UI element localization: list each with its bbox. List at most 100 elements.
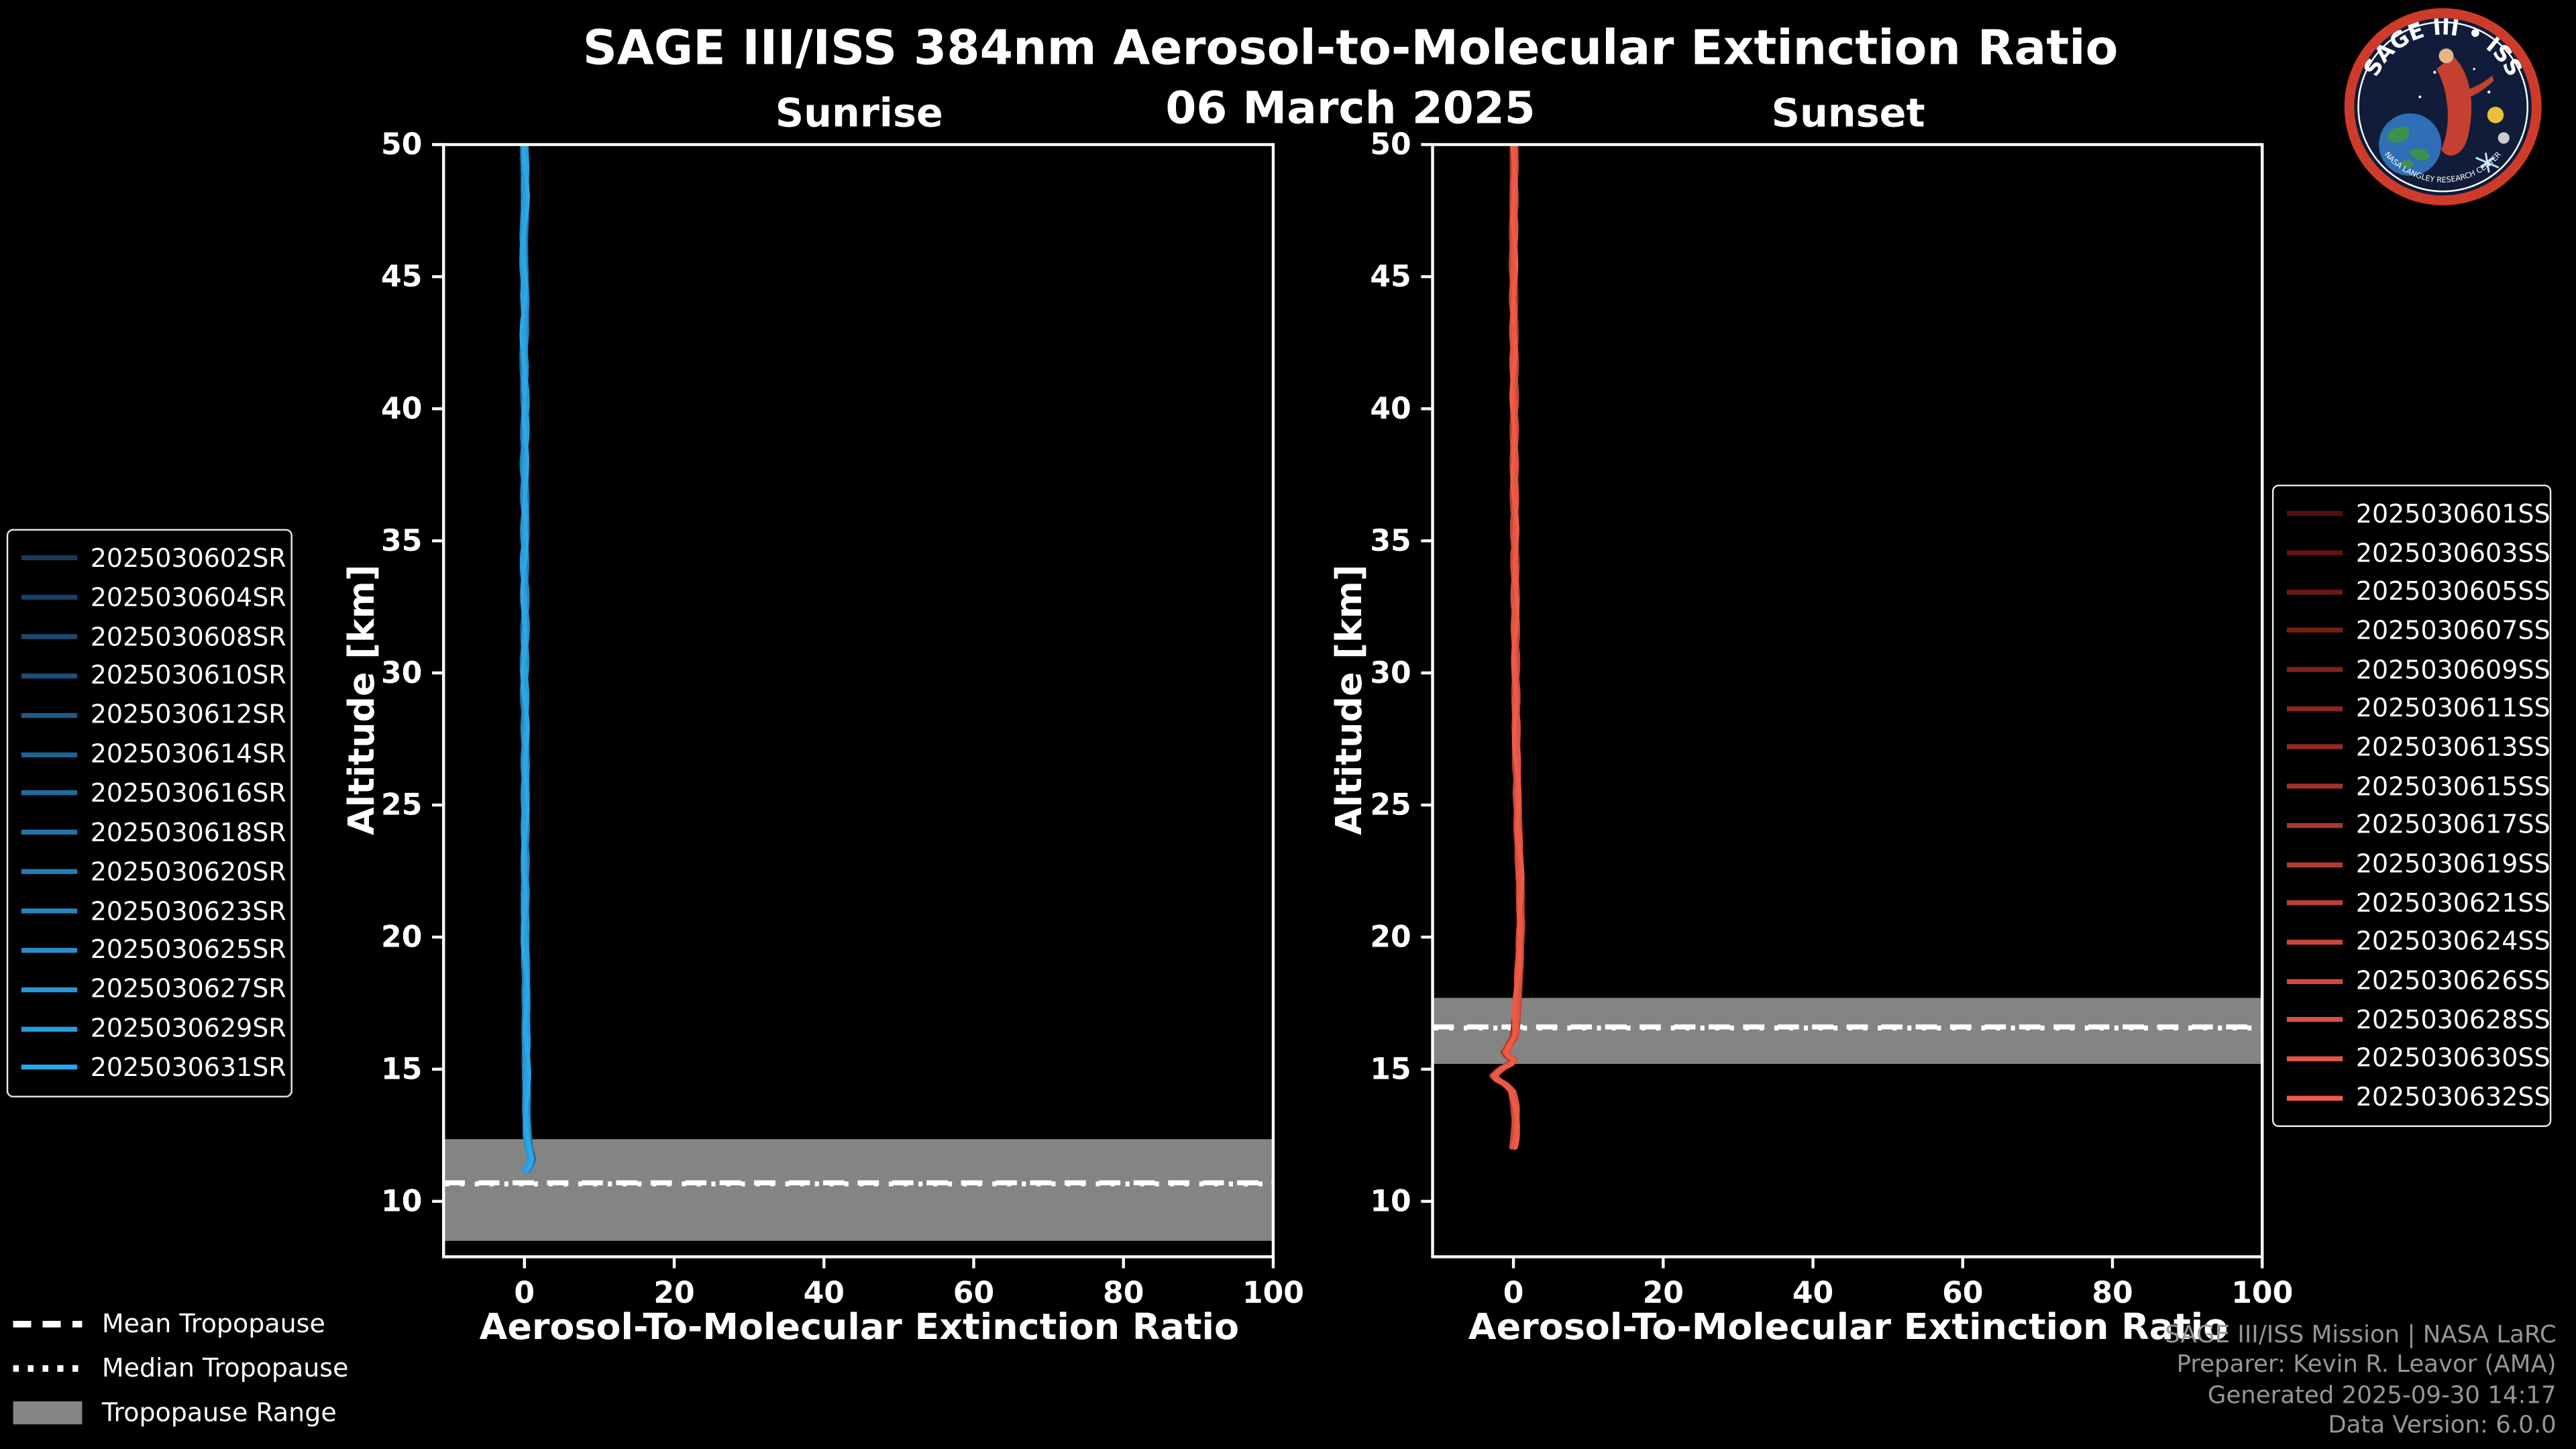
x-tick-label: 80 <box>1103 1276 1144 1310</box>
legend-item: 2025030621SS <box>2286 888 2551 918</box>
tropopause-range-band <box>443 1139 1273 1241</box>
legend-line-swatch <box>21 712 78 718</box>
credit-line: SAGE III/ISS Mission | NASA LaRC <box>2165 1322 2557 1349</box>
legend-item: 2025030611SS <box>2286 694 2551 723</box>
legend-label: 2025030632SS <box>2355 1083 2551 1113</box>
legend-label: 2025030609SS <box>2355 655 2551 685</box>
patch-line-swatch <box>13 1401 83 1425</box>
y-tick-label: 40 <box>381 392 422 426</box>
profile-line-2025030632SS <box>1491 144 1525 1150</box>
y-tick-label: 35 <box>381 524 422 558</box>
legend-label: 2025030613SS <box>2355 733 2551 763</box>
sunset-panel-title: Sunset <box>1771 90 1925 137</box>
y-tick-label: 50 <box>381 127 422 162</box>
legend-line-swatch <box>2286 628 2343 633</box>
figure-date: 06 March 2025 <box>1165 83 1536 135</box>
x-tick-label: 20 <box>1643 1276 1684 1310</box>
x-tick-label: 100 <box>2231 1276 2293 1310</box>
sage-iii-iss-logo: SAGE III • ISS NASA LANGLEY RESEARCH CEN… <box>2344 8 2542 206</box>
logo-moon <box>2498 132 2510 144</box>
legend-item: 2025030625SR <box>21 935 286 965</box>
legend-label: 2025030625SR <box>90 935 286 965</box>
tropopause-legend: Mean Tropopause Median Tropopause Tropopau… <box>13 1309 349 1428</box>
legend-line-swatch <box>21 908 78 914</box>
legend-item: 2025030628SS <box>2286 1005 2551 1034</box>
legend-item: 2025030614SR <box>21 739 286 769</box>
tropopause-range-band <box>1432 998 2263 1064</box>
x-tick-label: 0 <box>514 1276 535 1310</box>
sunrise-legend: 2025030602SR 2025030604SR 2025030608SR 2025… <box>6 529 292 1097</box>
y-tick-label: 25 <box>1370 788 1411 822</box>
legend-line-swatch <box>2286 1056 2343 1061</box>
sunrise-y-axis-label: Altitude [km] <box>342 564 384 836</box>
legend-item: 2025030608SR <box>21 622 286 651</box>
dashed-line-swatch <box>13 1321 83 1328</box>
legend-item: 2025030609SS <box>2286 655 2551 684</box>
y-tick-label: 45 <box>1370 260 1411 294</box>
legend-item: 2025030629SR <box>21 1014 286 1043</box>
legend-label: 2025030620SR <box>90 857 286 887</box>
x-tick-label: 80 <box>2092 1276 2133 1310</box>
legend-line-swatch <box>2286 706 2343 711</box>
legend-line-swatch <box>2286 589 2343 594</box>
legend-item: 2025030613SS <box>2286 733 2551 762</box>
y-tick-label: 10 <box>381 1184 422 1218</box>
tropopause-legend-label: Tropopause Range <box>101 1398 337 1428</box>
plot-frame <box>1431 143 2264 1258</box>
legend-label: 2025030619SS <box>2355 849 2551 879</box>
legend-item: 2025030610SR <box>21 661 286 691</box>
legend-line-swatch <box>21 634 78 639</box>
legend-line-swatch <box>21 947 78 953</box>
logo-iss <box>2475 152 2500 173</box>
x-tick-label: 40 <box>1792 1276 1833 1310</box>
legend-label: 2025030601SS <box>2355 499 2551 529</box>
logo-earth-land <box>2387 126 2430 169</box>
legend-line-swatch <box>2286 511 2343 517</box>
legend-label: 2025030614SR <box>90 739 286 769</box>
credit-line: Preparer: Kevin R. Leavor (AMA) <box>2176 1352 2557 1379</box>
sunset-legend: 2025030601SS 2025030603SS 2025030605SS 2025… <box>2271 484 2552 1128</box>
legend-label: 2025030616SR <box>90 778 286 808</box>
legend-item: 2025030627SR <box>21 975 286 1004</box>
y-tick-label: 15 <box>1370 1053 1411 1087</box>
x-tick-label: 0 <box>1503 1276 1524 1310</box>
tropopause-legend-item: Tropopause Range <box>13 1398 349 1428</box>
sunrise-panel-title: Sunrise <box>775 90 943 137</box>
legend-label: 2025030627SR <box>90 974 286 1004</box>
legend-line-swatch <box>21 555 78 561</box>
legend-label: 2025030607SS <box>2355 616 2551 646</box>
legend-line-swatch <box>2286 939 2343 945</box>
y-tick-label: 10 <box>1370 1184 1411 1218</box>
plot-frame <box>442 143 1275 1258</box>
legend-label: 2025030618SR <box>90 818 286 848</box>
legend-line-swatch <box>2286 1095 2343 1100</box>
legend-item: 2025030620SR <box>21 857 286 887</box>
y-tick-label: 15 <box>381 1053 422 1087</box>
legend-item: 2025030624SS <box>2286 927 2551 957</box>
legend-item: 2025030604SR <box>21 583 286 612</box>
legend-label: 2025030629SR <box>90 1014 286 1044</box>
legend-line-swatch <box>21 1026 78 1031</box>
legend-line-swatch <box>21 791 78 796</box>
sunset-y-axis-label: Altitude [km] <box>1330 564 1371 836</box>
legend-label: 2025030624SS <box>2355 927 2551 957</box>
y-tick-label: 45 <box>381 260 422 294</box>
legend-label: 2025030631SR <box>90 1053 286 1083</box>
y-tick-label: 25 <box>381 788 422 822</box>
sunset-x-axis-label: Aerosol-To-Molecular Extinction Ratio <box>1468 1307 2229 1349</box>
legend-label: 2025030603SS <box>2355 538 2551 568</box>
y-tick-label: 30 <box>1370 656 1411 690</box>
logo-figure <box>2436 48 2494 156</box>
legend-item: 2025030601SS <box>2286 499 2551 529</box>
legend-label: 2025030617SS <box>2355 810 2551 841</box>
legend-item: 2025030605SS <box>2286 577 2551 606</box>
figure-title: SAGE III/ISS 384nm Aerosol-to-Molecular … <box>582 19 2118 76</box>
legend-item: 2025030603SS <box>2286 538 2551 568</box>
legend-item: 2025030616SR <box>21 779 286 808</box>
x-tick-label: 60 <box>953 1276 994 1310</box>
sunrise-x-axis-label: Aerosol-To-Molecular Extinction Ratio <box>479 1307 1240 1349</box>
x-tick-label: 40 <box>804 1276 845 1310</box>
credit-line: Generated 2025-09-30 14:17 <box>2207 1383 2557 1409</box>
legend-line-swatch <box>21 1065 78 1071</box>
